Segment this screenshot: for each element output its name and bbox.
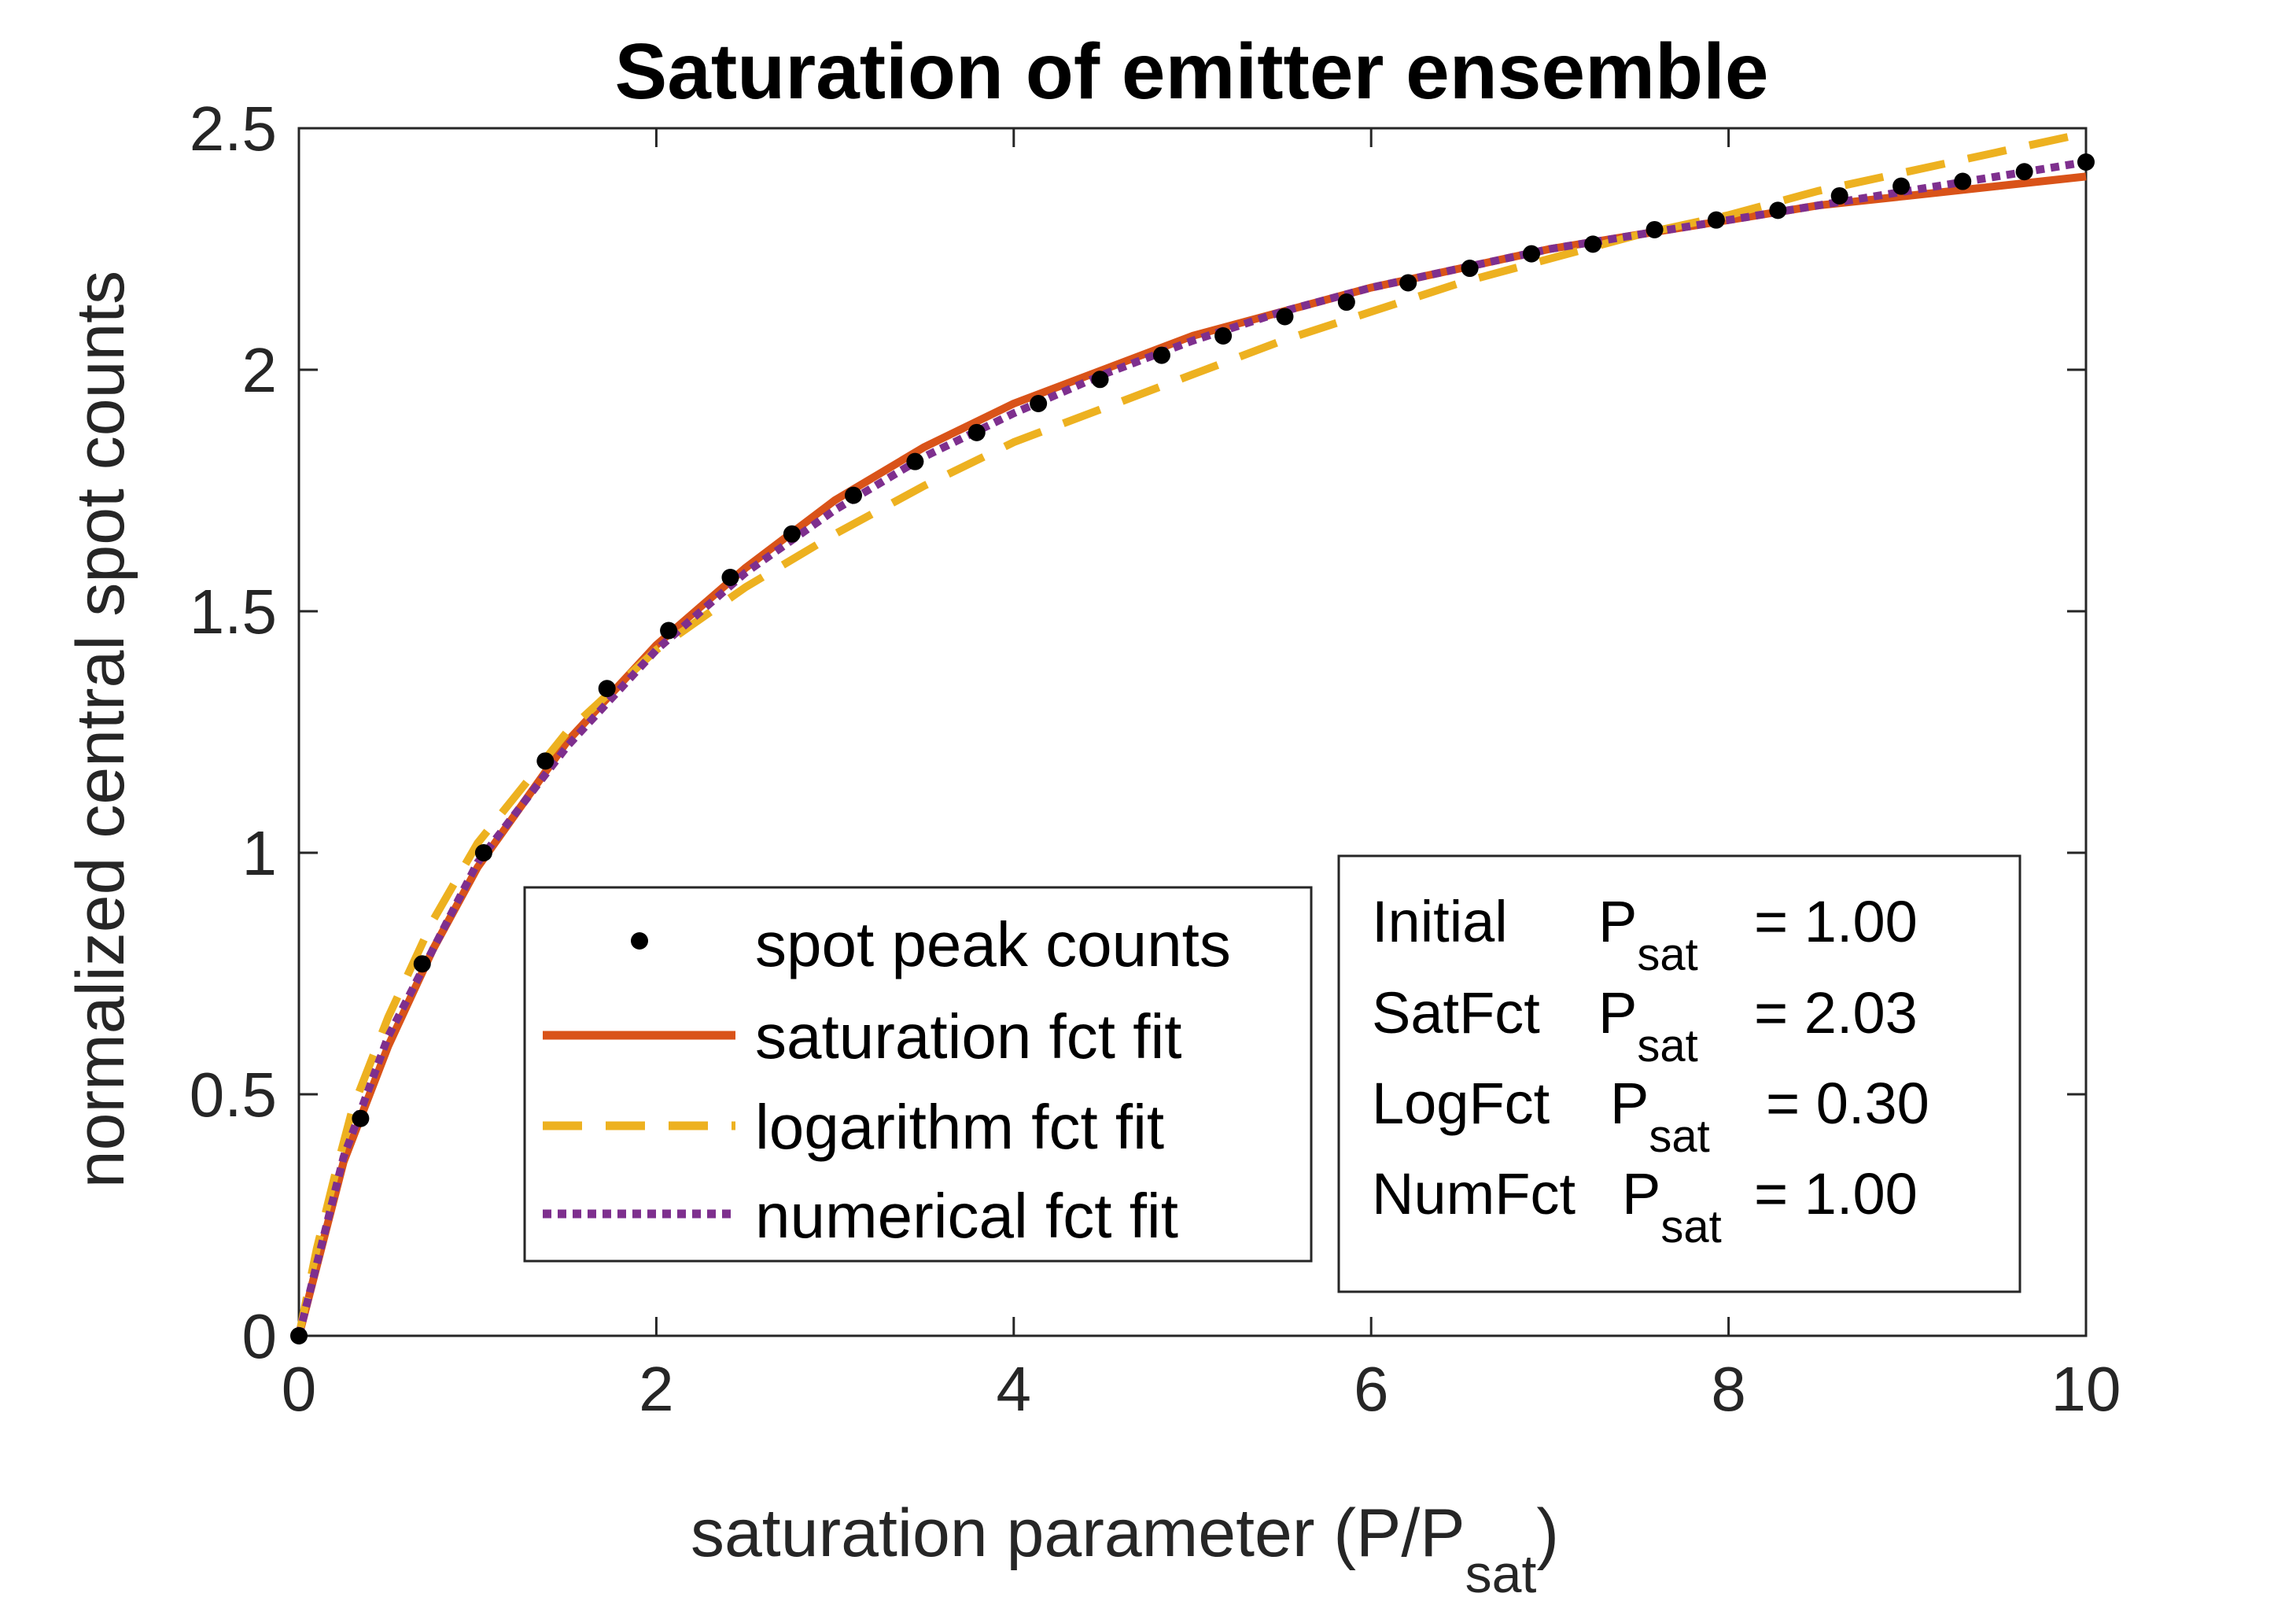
fit-parameter-symbol-logfct: Psat — [1610, 1071, 1710, 1162]
x-tick-label: 6 — [1354, 1354, 1389, 1424]
data-point-spot-peak-counts — [1152, 346, 1170, 364]
y-tick-label: 1.5 — [190, 577, 277, 647]
legend-entry-saturation-fct-fit: saturation fct fit — [543, 1001, 1181, 1071]
data-point-spot-peak-counts — [598, 680, 616, 698]
data-point-spot-peak-counts — [1030, 394, 1048, 412]
data-point-spot-peak-counts — [1646, 220, 1664, 238]
data-point-spot-peak-counts — [1461, 260, 1479, 278]
data-point-spot-peak-counts — [1276, 308, 1294, 326]
fit-parameter-row-satfct: SatFct Psat = 2.03 — [1372, 980, 1918, 1071]
x-tick-label: 0 — [282, 1354, 317, 1424]
fit-parameter-label-satfct: SatFct — [1372, 980, 1540, 1046]
series-line-numerical-fct-fit — [295, 158, 2087, 1337]
data-point-spot-peak-counts — [1091, 371, 1109, 389]
data-point-spot-peak-counts — [783, 525, 801, 543]
legend-label-numerical-fct-fit: numerical fct fit — [755, 1181, 1178, 1251]
fit-parameter-value-initial: = 1.00 — [1754, 889, 1918, 954]
fit-parameter-value-logfct: = 0.30 — [1766, 1071, 1929, 1136]
data-point-spot-peak-counts — [352, 1109, 370, 1127]
fit-parameter-box-frame — [1337, 854, 2021, 1293]
x-tick-label: 2 — [639, 1354, 674, 1424]
fit-parameter-label-logfct: LogFct — [1372, 1071, 1550, 1136]
y-tick-label: 2 — [242, 335, 278, 405]
x-tick-label: 8 — [1711, 1354, 1746, 1424]
fit-parameter-box: Initial Psat = 1.00 SatFct Psat = 2.03 L… — [1337, 854, 2021, 1293]
y-tick-label: 2.5 — [190, 94, 277, 164]
x-axis-label-main: saturation parameter (P/P — [691, 1496, 1465, 1571]
fit-parameter-symbol-numfct: Psat — [1622, 1161, 1722, 1252]
legend-label-logarithm-fct-fit: logarithm fct fit — [755, 1092, 1164, 1162]
data-point-spot-peak-counts — [290, 1327, 308, 1344]
data-point-spot-peak-counts — [1399, 274, 1417, 292]
fit-parameter-row-initial: Initial Psat = 1.00 — [1372, 889, 1918, 980]
data-point-spot-peak-counts — [660, 621, 678, 640]
series-line-logarithm-fct-fit — [295, 129, 2088, 1337]
data-point-spot-peak-counts — [721, 569, 739, 587]
data-point-spot-peak-counts — [1214, 327, 1233, 345]
fit-parameter-value-numfct: = 1.00 — [1754, 1161, 1918, 1226]
legend: spot peak counts saturation fct fit loga… — [523, 886, 1313, 1263]
x-tick-label: 4 — [997, 1354, 1032, 1424]
axis-ticks — [297, 127, 2088, 1337]
data-point-spot-peak-counts — [413, 955, 431, 973]
x-tick-label: 10 — [2051, 1354, 2121, 1424]
data-point-spot-peak-counts — [967, 423, 986, 441]
data-point-spot-peak-counts — [1892, 177, 1911, 195]
data-point-spot-peak-counts — [1954, 172, 1972, 190]
fit-parameter-symbol-satfct: Psat — [1598, 980, 1698, 1071]
data-point-spot-peak-counts — [2015, 163, 2033, 181]
fit-parameter-label-initial: Initial — [1372, 889, 1508, 954]
series-layer — [290, 129, 2095, 1344]
legend-entry-spot-peak-counts: spot peak counts — [631, 909, 1231, 979]
legend-label-spot-peak-counts: spot peak counts — [755, 909, 1231, 979]
data-point-spot-peak-counts — [906, 452, 924, 470]
data-point-spot-peak-counts — [1769, 201, 1787, 219]
fit-parameter-row-logfct: LogFct Psat = 0.30 — [1372, 1071, 1929, 1162]
x-axis-label: saturation parameter (P/Psat) — [691, 1496, 1559, 1604]
data-point-spot-peak-counts — [474, 844, 492, 861]
data-point-spot-peak-counts — [1707, 211, 1725, 229]
legend-entry-numerical-fct-fit: numerical fct fit — [543, 1181, 1178, 1251]
y-tick-label: 1 — [242, 818, 278, 888]
data-point-spot-peak-counts — [2077, 153, 2095, 171]
chart-title: Saturation of emitter ensemble — [615, 28, 1769, 116]
fit-parameter-label-numfct: NumFct — [1372, 1161, 1576, 1226]
data-point-spot-peak-counts — [536, 752, 555, 770]
x-axis-label-subscript: sat — [1465, 1544, 1537, 1604]
legend-box — [523, 886, 1313, 1263]
data-point-spot-peak-counts — [1830, 186, 1848, 205]
legend-entry-logarithm-fct-fit: logarithm fct fit — [543, 1092, 1164, 1162]
legend-marker-spot-peak-counts — [631, 932, 648, 950]
axis-tick-labels: 0 2 4 6 8 10 0 0.5 1 1.5 2 2.5 — [190, 94, 2121, 1424]
y-axis-label: normalized central spot counts — [63, 271, 138, 1188]
data-point-spot-peak-counts — [845, 486, 863, 504]
data-point-spot-peak-counts — [1522, 245, 1540, 263]
y-tick-label: 0.5 — [190, 1060, 277, 1130]
fit-parameter-value-satfct: = 2.03 — [1754, 980, 1918, 1046]
fit-parameter-symbol-initial: Psat — [1598, 889, 1698, 980]
fit-parameter-row-numfct: NumFct Psat = 1.00 — [1372, 1161, 1918, 1252]
data-point-spot-peak-counts — [1337, 293, 1355, 312]
data-point-spot-peak-counts — [1584, 235, 1602, 253]
legend-label-saturation-fct-fit: saturation fct fit — [755, 1001, 1181, 1071]
y-tick-label: 0 — [242, 1301, 278, 1371]
x-axis-label-close: ) — [1536, 1496, 1559, 1571]
